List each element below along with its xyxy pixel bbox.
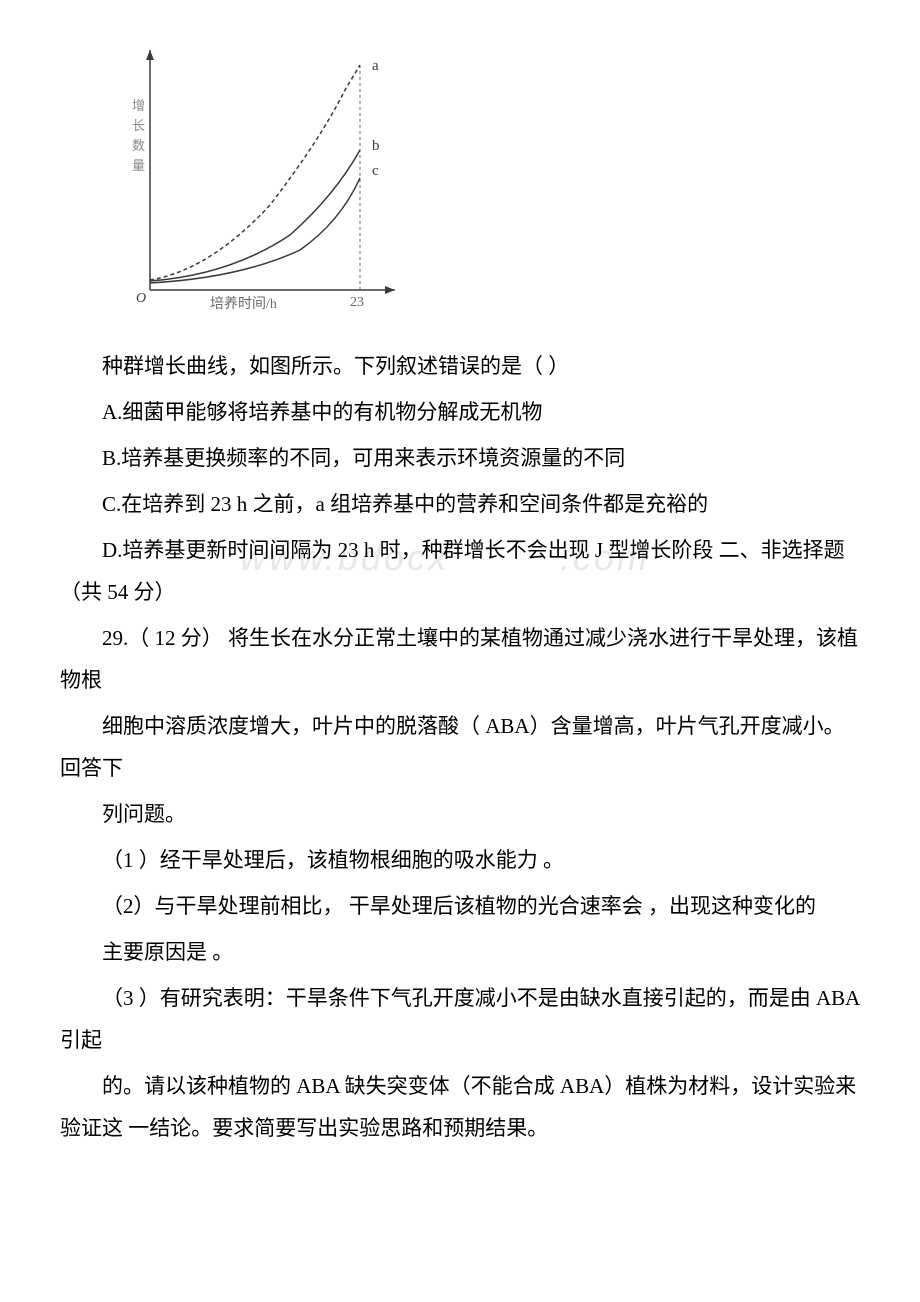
x-axis-arrow — [385, 286, 395, 294]
document-content: 增 长 数 量 a b c O 23 培养时间/h 种群增 — [60, 40, 860, 1149]
curve-a — [150, 65, 360, 280]
curve-b — [150, 150, 360, 281]
question-stem: 种群增长曲线，如图所示。下列叙述错误的是（ ） — [60, 345, 860, 387]
label-c: c — [372, 163, 379, 179]
option-d-and-section: D.培养基更新时间间隔为 23 h 时，种群增长不会出现 J 型增长阶段 二、非… — [60, 529, 860, 613]
label-b: b — [372, 138, 380, 154]
q29-sub1: （1 ）经干旱处理后，该植物根细胞的吸水能力 。 — [60, 839, 860, 881]
x-tick-23: 23 — [350, 295, 364, 310]
y-axis-char-3: 数 — [132, 138, 145, 153]
growth-curve-chart: 增 长 数 量 a b c O 23 培养时间/h — [120, 40, 400, 320]
q29-sub3-line1: （3 ）有研究表明：干旱条件下气孔开度减小不是由缺水直接引起的，而是由 ABA … — [60, 977, 860, 1061]
q29-sub2-line1: （2）与干旱处理前相比， 干旱处理后该植物的光合速率会 ，出现这种变化的 — [60, 885, 860, 927]
curve-c — [150, 178, 360, 283]
chart-container: 增 长 数 量 a b c O 23 培养时间/h — [120, 40, 860, 325]
origin-label: O — [136, 291, 146, 306]
option-a: A.细菌甲能够将培养基中的有机物分解成无机物 — [60, 391, 860, 433]
label-a: a — [372, 58, 379, 74]
watermark-line-wrapper: www.bdocx .com D.培养基更新时间间隔为 23 h 时，种群增长不… — [60, 529, 860, 613]
x-axis-label: 培养时间/h — [210, 296, 277, 312]
option-b: B.培养基更换频率的不同，可用来表示环境资源量的不同 — [60, 437, 860, 479]
q29-stem-3: 列问题。 — [60, 793, 860, 835]
q29-stem-2: 细胞中溶质浓度增大，叶片中的脱落酸（ ABA）含量增高，叶片气孔开度减小。回答下 — [60, 705, 860, 789]
y-axis-char-4: 量 — [132, 158, 145, 173]
q29-sub3-line2: 的。请以该种植物的 ABA 缺失突变体（不能合成 ABA）植株为材料，设计实验来… — [60, 1065, 860, 1149]
y-axis-arrow — [146, 50, 154, 60]
q29-sub2-line2: 主要原因是 。 — [60, 931, 860, 973]
y-axis-char-2: 长 — [132, 118, 145, 133]
y-axis-char-1: 增 — [132, 98, 145, 113]
option-c: C.在培养到 23 h 之前，a 组培养基中的营养和空间条件都是充裕的 — [60, 483, 860, 525]
q29-stem-1: 29.（ 12 分） 将生长在水分正常土壤中的某植物通过减少浇水进行干旱处理，该… — [60, 617, 860, 701]
